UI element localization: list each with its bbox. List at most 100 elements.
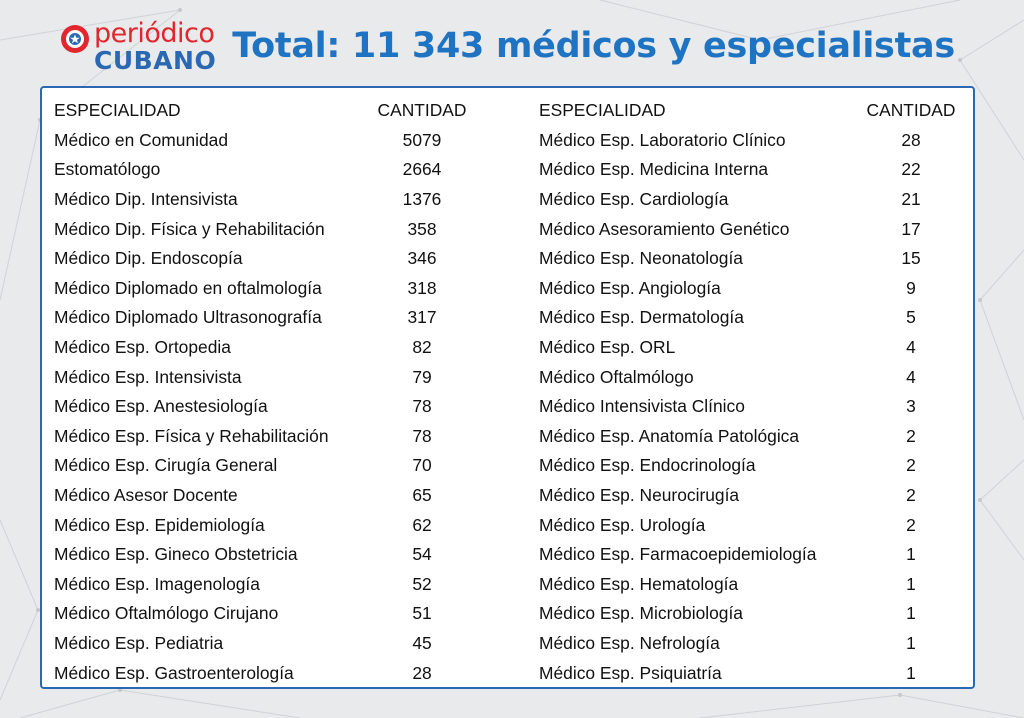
quantity-cell: 70 bbox=[412, 455, 432, 476]
periodico-cubano-logo: periódico CUBANO bbox=[58, 16, 216, 76]
quantity-cell: 9 bbox=[906, 277, 916, 298]
table-row: Médico Esp. Laboratorio Clínico 28 bbox=[539, 126, 961, 156]
quantity-cell: 17 bbox=[901, 218, 921, 239]
quantity-cell: 2 bbox=[906, 455, 916, 476]
quantity-cell: 78 bbox=[412, 425, 432, 446]
quantity-cell: 2664 bbox=[402, 159, 442, 180]
specialty-cell: Médico Esp. Neonatología bbox=[539, 248, 743, 269]
quantity-cell: 15 bbox=[901, 248, 921, 269]
table-row: Médico Esp. ORL 4 bbox=[539, 333, 961, 363]
quantity-cell: 1 bbox=[906, 544, 916, 565]
specialty-cell: Médico Esp. Dermatología bbox=[539, 307, 744, 328]
specialty-cell: Médico Esp. Imagenología bbox=[54, 573, 260, 594]
specialty-cell: Médico Esp. Laboratorio Clínico bbox=[539, 129, 786, 150]
table-right-column: ESPECIALIDAD CANTIDAD Médico Esp. Labora… bbox=[539, 96, 961, 688]
specialty-cell: Médico Esp. ORL bbox=[539, 337, 676, 358]
logo-text-bottom: CUBANO bbox=[94, 45, 217, 75]
specialty-cell: Médico Esp. Anatomía Patológica bbox=[539, 425, 800, 446]
quantity-cell: 2 bbox=[906, 425, 916, 446]
table-row: Médico Esp. Angiología 9 bbox=[539, 274, 961, 304]
quantity-cell: 62 bbox=[412, 514, 432, 535]
page-title: Total: 11 343 médicos y especialistas bbox=[232, 26, 955, 66]
table-row: Médico Esp. Medicina Interna 22 bbox=[539, 155, 961, 185]
quantity-cell: 318 bbox=[407, 277, 437, 298]
specialty-cell: Médico Dip. Intensivista bbox=[54, 189, 238, 210]
quantity-cell: 1 bbox=[906, 632, 916, 653]
table-row: Médico Esp. Cardiología 21 bbox=[539, 185, 961, 215]
table-row: Médico Esp. Neurocirugía 2 bbox=[539, 481, 961, 511]
quantity-cell: 1 bbox=[906, 603, 916, 624]
specialty-cell: Médico Esp. Hematología bbox=[539, 573, 739, 594]
specialty-cell: Médico Oftalmólogo bbox=[539, 366, 694, 387]
table-row: Médico Esp. Anatomía Patológica 2 bbox=[539, 422, 961, 452]
quantity-cell: 78 bbox=[412, 396, 432, 417]
specialty-cell: Médico Esp. Neurocirugía bbox=[539, 485, 740, 506]
quantity-cell: 1 bbox=[906, 662, 916, 683]
specialty-cell: Estomatólogo bbox=[54, 159, 161, 180]
specialty-cell: Médico Esp. Farmacoepidemiología bbox=[539, 544, 817, 565]
table-row: Estomatólogo 2664 bbox=[54, 155, 472, 185]
specialty-cell: Médico Diplomado en oftalmología bbox=[54, 277, 322, 298]
table-right-body: Médico Esp. Laboratorio Clínico 28 Médico … bbox=[539, 126, 961, 688]
table-header-row: ESPECIALIDAD CANTIDAD bbox=[539, 96, 961, 126]
specialty-cell: Médico Esp. Pediatria bbox=[54, 632, 224, 653]
quantity-cell: 65 bbox=[412, 485, 432, 506]
quantity-cell: 1376 bbox=[402, 189, 442, 210]
quantity-cell: 22 bbox=[901, 159, 921, 180]
specialty-cell: Médico Intensivista Clínico bbox=[539, 396, 745, 417]
specialty-cell: Médico en Comunidad bbox=[54, 129, 229, 150]
specialty-cell: Médico Esp. Anestesiología bbox=[54, 396, 268, 417]
quantity-cell: 28 bbox=[901, 129, 921, 150]
quantity-cell: 79 bbox=[412, 366, 432, 387]
table-row: Médico Esp. Endocrinología 2 bbox=[539, 451, 961, 481]
quantity-cell: 2 bbox=[906, 485, 916, 506]
specialty-cell: Médico Dip. Física y Rehabilitación bbox=[54, 218, 325, 239]
table-row: Médico Esp. Epidemiología 62 bbox=[54, 510, 472, 540]
specialty-cell: Médico Asesoramiento Genético bbox=[539, 218, 790, 239]
quantity-cell: 28 bbox=[412, 662, 432, 683]
specialty-cell: Médico Esp. Medicina Interna bbox=[539, 159, 769, 180]
quantity-cell: 82 bbox=[412, 337, 432, 358]
table-row: Médico Diplomado Ultrasonografía 317 bbox=[54, 303, 472, 333]
table-row: Médico Esp. Cirugía General 70 bbox=[54, 451, 472, 481]
table-header-row: ESPECIALIDAD CANTIDAD bbox=[54, 96, 472, 126]
quantity-cell: 4 bbox=[906, 366, 916, 387]
table-left-column: ESPECIALIDAD CANTIDAD Médico en Comunida… bbox=[54, 96, 472, 688]
quantity-cell: 3 bbox=[906, 396, 916, 417]
quantity-cell: 317 bbox=[407, 307, 437, 328]
table-row: Médico Esp. Microbiología 1 bbox=[539, 599, 961, 629]
specialty-cell: Médico Asesor Docente bbox=[54, 485, 238, 506]
table-row: Médico Esp. Hematología 1 bbox=[539, 570, 961, 600]
specialists-table-panel: ESPECIALIDAD CANTIDAD Médico en Comunida… bbox=[40, 86, 975, 689]
quantity-cell: 21 bbox=[901, 189, 921, 210]
quantity-cell: 54 bbox=[412, 544, 432, 565]
table-row: Médico Esp. Psiquiatría 1 bbox=[539, 658, 961, 688]
specialty-cell: Médico Oftalmólogo Cirujano bbox=[54, 603, 279, 624]
location-pin-icon bbox=[61, 25, 89, 53]
table-row: Médico Oftalmólogo 4 bbox=[539, 362, 961, 392]
specialty-cell: Médico Esp. Nefrología bbox=[539, 632, 720, 653]
specialty-cell: Médico Esp. Epidemiología bbox=[54, 514, 265, 535]
quantity-cell: 5079 bbox=[402, 129, 442, 150]
page-header: periódico CUBANO Total: 11 343 médicos y… bbox=[58, 14, 955, 78]
specialty-cell: Médico Esp. Endocrinología bbox=[539, 455, 756, 476]
table-row: Médico Esp. Gineco Obstetricia 54 bbox=[54, 540, 472, 570]
specialty-cell: Médico Esp. Cirugía General bbox=[54, 455, 278, 476]
table-row: Médico Diplomado en oftalmología 318 bbox=[54, 274, 472, 304]
quantity-cell: 1 bbox=[906, 573, 916, 594]
table-row: Médico Esp. Intensivista 79 bbox=[54, 362, 472, 392]
quantity-cell: 51 bbox=[412, 603, 432, 624]
specialty-cell: Médico Esp. Física y Rehabilitación bbox=[54, 425, 329, 446]
specialty-cell: Médico Diplomado Ultrasonografía bbox=[54, 307, 322, 328]
table-row: Médico Dip. Endoscopía 346 bbox=[54, 244, 472, 274]
quantity-cell: 4 bbox=[906, 337, 916, 358]
header-specialty: ESPECIALIDAD bbox=[539, 100, 666, 121]
table-left-body: Médico en Comunidad 5079 Estomatólogo 2664 M… bbox=[54, 126, 472, 688]
table-row: Médico Asesor Docente 65 bbox=[54, 481, 472, 511]
quantity-cell: 358 bbox=[407, 218, 437, 239]
header-quantity: CANTIDAD bbox=[377, 100, 467, 121]
header-quantity: CANTIDAD bbox=[866, 100, 956, 121]
table-row: Médico Esp. Nefrología 1 bbox=[539, 629, 961, 659]
specialty-cell: Médico Esp. Angiología bbox=[539, 277, 721, 298]
specialty-cell: Médico Dip. Endoscopía bbox=[54, 248, 243, 269]
